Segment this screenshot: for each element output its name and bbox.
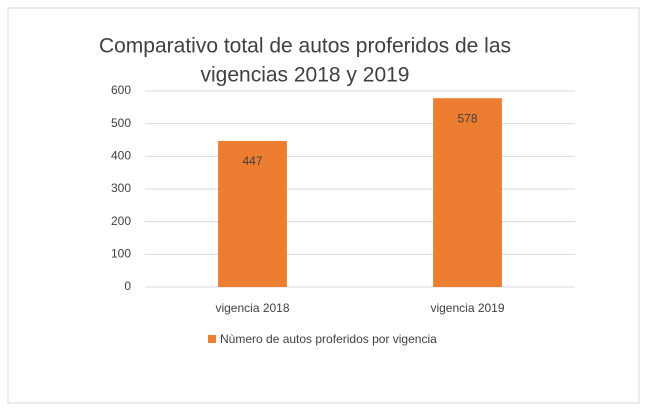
y-tick-label: 300	[111, 181, 131, 195]
bar	[433, 98, 502, 287]
legend-swatch	[208, 335, 216, 343]
chart-title: Comparativo total de autos proferidos de…	[99, 35, 511, 58]
y-tick-label: 200	[111, 214, 131, 228]
data-label: 578	[457, 111, 477, 125]
y-tick-label: 400	[111, 149, 131, 163]
legend-label: Nùmero de autos proferidos por vigencia	[220, 332, 437, 346]
y-tick-label: 0	[124, 279, 131, 293]
data-label: 447	[242, 154, 262, 168]
chart-frame	[7, 7, 640, 404]
x-tick-label: vigencia 2018	[215, 301, 289, 315]
y-tick-label: 100	[111, 247, 131, 261]
bar	[218, 140, 287, 287]
chart-title: vigencias 2018 y 2019	[201, 64, 410, 87]
x-tick-label: vigencia 2019	[430, 301, 504, 315]
y-tick-label: 500	[111, 116, 131, 130]
y-tick-label: 600	[111, 83, 131, 97]
